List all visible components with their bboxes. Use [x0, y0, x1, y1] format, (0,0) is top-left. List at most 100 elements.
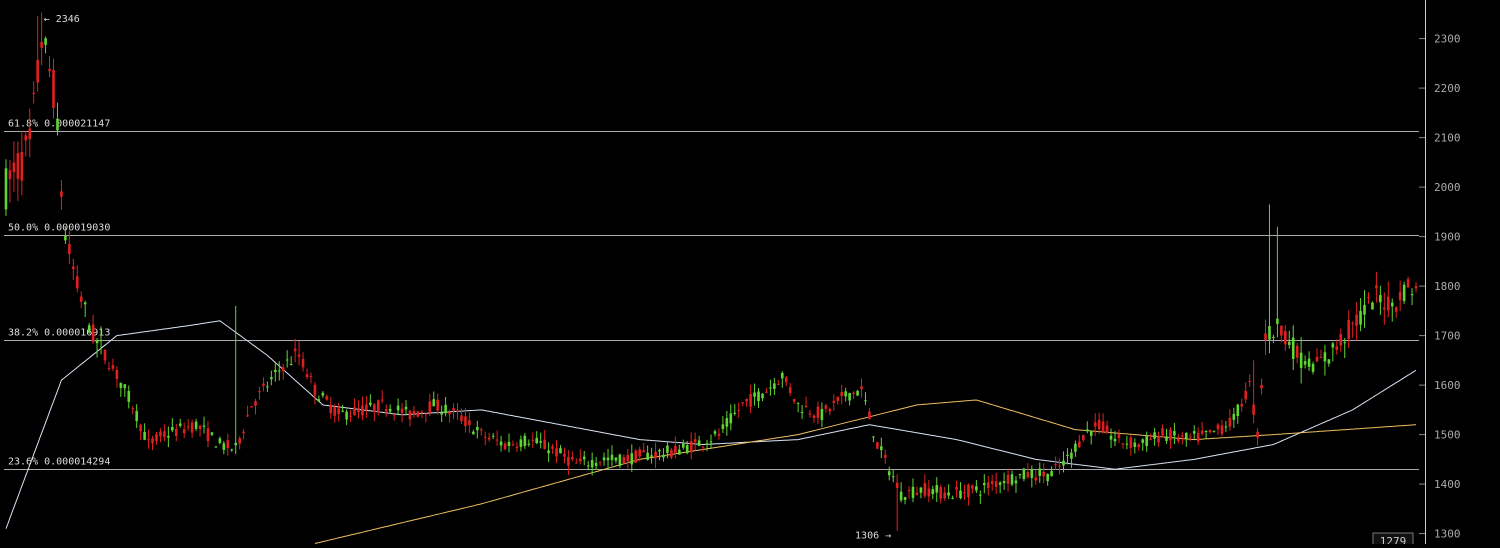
candle-body	[697, 440, 701, 446]
candle-body	[258, 391, 261, 393]
candle-body	[935, 485, 939, 493]
candle-body	[416, 411, 420, 417]
candle-body	[250, 406, 253, 408]
candle-body	[1058, 465, 1061, 467]
candle-body	[994, 481, 998, 487]
candle-body	[400, 408, 404, 414]
candle-body	[840, 391, 844, 397]
candle-body	[666, 445, 669, 453]
candle-body	[1256, 431, 1259, 438]
candle-body	[1089, 431, 1093, 436]
candle-body	[753, 392, 756, 397]
candle-body	[915, 492, 919, 495]
candle-body	[1165, 436, 1168, 441]
candle-body	[337, 408, 340, 415]
price-annotation: ← 2346	[44, 14, 80, 25]
candle-body	[903, 497, 907, 500]
candle-body	[531, 439, 535, 441]
candle-body	[836, 396, 840, 402]
candle-body	[1085, 429, 1089, 432]
candle-body	[1351, 322, 1354, 324]
candle-body	[1307, 358, 1311, 367]
candle-body	[1109, 435, 1113, 440]
candle-body	[274, 369, 277, 373]
candle-body	[1244, 390, 1248, 400]
candle-body	[111, 365, 115, 369]
candle-body	[99, 340, 103, 342]
candle-body	[848, 392, 851, 401]
candle-body	[1137, 444, 1141, 448]
candle-body	[345, 411, 348, 420]
candle-body	[246, 415, 249, 417]
candle-body	[602, 457, 606, 461]
candle-body	[1117, 433, 1121, 439]
candle-body	[1002, 481, 1006, 484]
candle-body	[147, 439, 150, 441]
candle-body	[979, 494, 982, 496]
candle-body	[963, 492, 966, 494]
candle-body	[1204, 430, 1208, 432]
candle-body	[64, 235, 67, 241]
candle-body	[705, 443, 709, 445]
candle-body	[1276, 318, 1279, 324]
y-tick-label: 1300	[1434, 528, 1461, 541]
candle-body	[40, 41, 43, 48]
candle-body	[341, 410, 344, 412]
candle-body	[567, 456, 570, 466]
candle-body	[582, 456, 586, 460]
y-tick-label: 2200	[1434, 82, 1461, 95]
candle-body	[206, 428, 210, 442]
y-tick-label: 1700	[1434, 330, 1461, 343]
candle-body	[499, 441, 503, 446]
candle-body	[1394, 307, 1398, 312]
candle-body	[171, 426, 174, 431]
candle-body	[83, 302, 87, 305]
candle-body	[634, 450, 638, 463]
candle-body	[1105, 425, 1109, 434]
candle-body	[626, 454, 630, 462]
candle-body	[1038, 468, 1042, 476]
candle-body	[412, 411, 416, 415]
candle-body	[159, 431, 162, 437]
candle-body	[1287, 341, 1291, 345]
candle-body	[1034, 477, 1038, 481]
candle-body	[539, 441, 542, 443]
candle-body	[1232, 413, 1236, 420]
candle-body	[1082, 435, 1085, 441]
candle-body	[36, 59, 39, 83]
candle-body	[408, 410, 412, 420]
candle-body	[745, 398, 748, 402]
candle-body	[325, 396, 329, 400]
candle-body	[266, 386, 269, 388]
candle-body	[1149, 439, 1152, 441]
candle-body	[285, 359, 289, 361]
candle-body	[535, 437, 539, 443]
candle-body	[1252, 404, 1255, 415]
candle-body	[606, 457, 610, 461]
candle-body	[210, 432, 214, 435]
candle-body	[678, 449, 681, 455]
candle-body	[75, 276, 79, 289]
candle-body	[444, 404, 447, 414]
candle-body	[1121, 443, 1125, 445]
candle-body	[1260, 384, 1263, 389]
candle-body	[721, 424, 725, 429]
candle-body	[123, 384, 127, 389]
candle-body	[547, 450, 550, 454]
fibonacci-levels: 61.8% 0.000021147 50.0% 0.000019030 38.2% …	[4, 119, 1419, 470]
candle-body	[828, 408, 832, 412]
candle-body	[1299, 352, 1303, 368]
candle-body	[543, 439, 546, 450]
candle-body	[939, 487, 943, 499]
candle-body	[281, 367, 285, 372]
candle-body	[1248, 381, 1251, 383]
candle-body	[685, 445, 689, 453]
candle-body	[578, 458, 582, 462]
candle-body	[1343, 342, 1347, 344]
candle-body	[1323, 352, 1327, 362]
candle-body	[887, 471, 891, 476]
candle-body	[1070, 452, 1073, 459]
candle-body	[380, 399, 384, 401]
candle-body	[555, 448, 558, 457]
